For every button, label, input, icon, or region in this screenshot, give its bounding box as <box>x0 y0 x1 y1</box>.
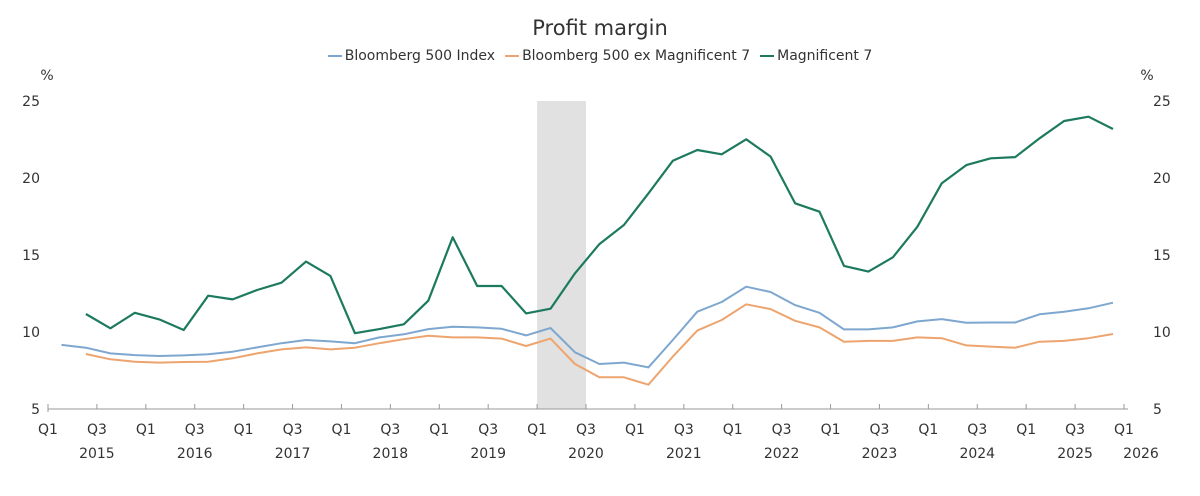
y-tick-label-right: 25 <box>1153 94 1171 110</box>
x-tick-label: Q3 <box>967 422 987 438</box>
y-tick-label-right: 20 <box>1153 171 1171 187</box>
x-year-label: 2022 <box>764 446 800 462</box>
x-tick-label: Q1 <box>1114 422 1134 438</box>
x-tick-label: Q3 <box>772 422 792 438</box>
x-tick-label: Q1 <box>331 422 351 438</box>
y-tick-label-right: 5 <box>1153 402 1162 418</box>
x-tick-label: Q3 <box>674 422 694 438</box>
x-tick-label: Q1 <box>821 422 841 438</box>
x-year-label: 2017 <box>275 446 311 462</box>
legend-label-ex-mag7: Bloomberg 500 ex Magnificent 7 <box>522 48 751 64</box>
x-tick-label: Q1 <box>38 422 58 438</box>
legend-label-mag7: Magnificent 7 <box>777 48 873 64</box>
y-tick-label-left: 20 <box>22 171 40 187</box>
series-line-bloomberg-500-index <box>61 285 1114 369</box>
x-tick-label: Q3 <box>576 422 596 438</box>
chart-title: Profit margin <box>532 16 668 40</box>
x-tick-label: Q3 <box>87 422 107 438</box>
x-year-label: 2021 <box>666 446 702 462</box>
y-tick-label-left: 10 <box>22 325 40 341</box>
x-tick-label: Q3 <box>869 422 889 438</box>
x-tick-label: Q3 <box>185 422 205 438</box>
legend-item-ex-mag7: Bloomberg 500 ex Magnificent 7 <box>505 48 750 64</box>
x-year-label: 2024 <box>959 446 995 462</box>
x-year-label: 2016 <box>177 446 213 462</box>
x-tick-label: Q1 <box>918 422 938 438</box>
legend-item-mag7: Magnificent 7 <box>760 48 872 64</box>
legend-swatch-bloomberg-500 <box>327 55 342 57</box>
legend: Bloomberg 500 Index Bloomberg 500 ex Mag… <box>0 48 1200 64</box>
x-year-label: 2019 <box>470 446 506 462</box>
legend-swatch-ex-mag7 <box>505 55 520 57</box>
x-year-label: 2018 <box>373 446 409 462</box>
x-tick-label: Q1 <box>234 422 254 438</box>
y-tick-label-right: 10 <box>1153 325 1171 341</box>
x-tick-label: Q1 <box>625 422 645 438</box>
x-tick-label: Q1 <box>527 422 547 438</box>
x-tick-label: Q3 <box>380 422 400 438</box>
x-tick-label: Q3 <box>1065 422 1085 438</box>
x-tick-label: Q1 <box>723 422 743 438</box>
legend-label-bloomberg-500: Bloomberg 500 Index <box>344 48 496 64</box>
x-year-label: 2020 <box>568 446 604 462</box>
y-tick-label-right: 15 <box>1153 248 1171 264</box>
x-tick-label: Q1 <box>1016 422 1036 438</box>
x-year-label: 2023 <box>862 446 898 462</box>
x-tick-label: Q1 <box>429 422 449 438</box>
y-axis-unit-left: % <box>40 68 53 84</box>
shaded-period <box>537 101 586 409</box>
y-tick-label-left: 15 <box>22 248 40 264</box>
x-tick-label: Q3 <box>478 422 498 438</box>
legend-swatch-mag7 <box>760 55 775 57</box>
series-line-magnificent-7 <box>85 115 1114 335</box>
x-year-label: 2025 <box>1057 446 1093 462</box>
legend-item-bloomberg-500: Bloomberg 500 Index <box>327 48 496 64</box>
y-tick-label-left: 5 <box>31 402 40 418</box>
series-line-bloomberg-500-ex-magnificent-7 <box>85 303 1114 386</box>
x-year-label: 2015 <box>79 446 115 462</box>
x-tick-label: Q3 <box>283 422 303 438</box>
x-year-label: 2026 <box>1123 446 1159 462</box>
y-tick-label-left: 25 <box>22 94 40 110</box>
y-axis-unit-right: % <box>1140 68 1153 84</box>
x-tick-label: Q1 <box>136 422 156 438</box>
